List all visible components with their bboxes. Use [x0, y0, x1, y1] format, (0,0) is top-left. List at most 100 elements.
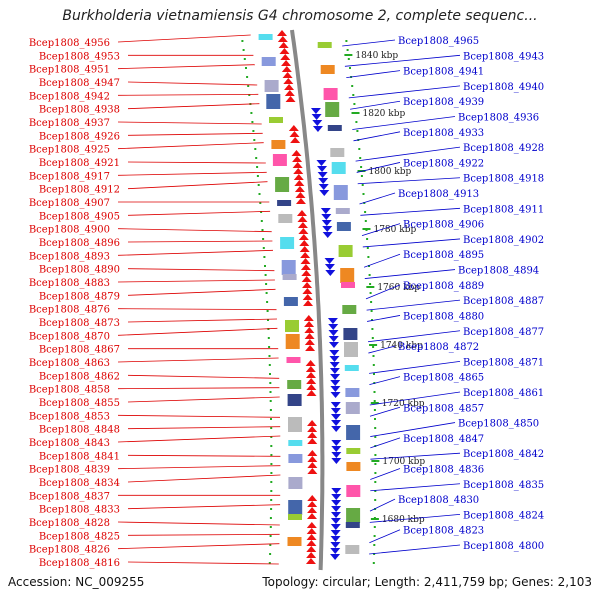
left-gene-label[interactable]: Bcep1808_4947 — [39, 78, 120, 89]
right-gene-label[interactable]: Bcep1808_4880 — [403, 311, 484, 322]
forward-gene-arrow[interactable] — [297, 222, 308, 228]
reverse-gene-arrow[interactable] — [330, 542, 341, 548]
reverse-feature-block[interactable] — [317, 42, 332, 48]
reverse-gene-arrow[interactable] — [331, 512, 342, 518]
reverse-gene-arrow[interactable] — [331, 420, 342, 426]
left-gene-label[interactable]: Bcep1808_4907 — [29, 198, 110, 209]
reverse-gene-arrow[interactable] — [330, 518, 341, 524]
left-gene-label[interactable]: Bcep1808_4951 — [29, 65, 110, 76]
reverse-feature-block[interactable] — [344, 342, 358, 357]
reverse-gene-arrow[interactable] — [331, 458, 342, 464]
left-gene-label[interactable]: Bcep1808_4870 — [29, 331, 110, 342]
forward-gene-arrow[interactable] — [307, 450, 318, 456]
forward-gene-arrow[interactable] — [306, 513, 317, 519]
left-gene-label[interactable]: Bcep1808_4828 — [29, 518, 110, 529]
right-gene-label[interactable]: Bcep1808_4913 — [398, 189, 479, 200]
left-gene-label[interactable]: Bcep1808_4862 — [39, 371, 120, 382]
left-gene-label[interactable]: Bcep1808_4855 — [39, 398, 120, 409]
reverse-gene-arrow[interactable] — [330, 402, 341, 408]
forward-gene-arrow[interactable] — [306, 552, 317, 558]
right-gene-label[interactable]: Bcep1808_4836 — [403, 464, 484, 475]
reverse-gene-arrow[interactable] — [331, 440, 342, 446]
forward-gene-arrow[interactable] — [284, 84, 295, 90]
forward-gene-arrow[interactable] — [293, 168, 304, 174]
forward-gene-arrow[interactable] — [289, 131, 300, 137]
reverse-gene-arrow[interactable] — [330, 530, 341, 536]
reverse-gene-arrow[interactable] — [330, 536, 341, 542]
forward-gene-arrow[interactable] — [306, 384, 317, 390]
reverse-feature-block[interactable] — [323, 88, 338, 100]
forward-gene-arrow[interactable] — [305, 558, 316, 564]
forward-feature-block[interactable] — [288, 477, 303, 489]
reverse-gene-arrow[interactable] — [330, 392, 341, 398]
left-gene-label[interactable]: Bcep1808_4853 — [29, 411, 110, 422]
right-gene-label[interactable]: Bcep1808_4861 — [463, 388, 544, 399]
right-gene-label[interactable]: Bcep1808_4941 — [403, 67, 484, 78]
forward-gene-arrow[interactable] — [304, 327, 315, 333]
reverse-gene-arrow[interactable] — [331, 506, 342, 512]
forward-gene-arrow[interactable] — [302, 294, 313, 300]
forward-gene-arrow[interactable] — [298, 228, 309, 234]
reverse-feature-block[interactable] — [325, 102, 340, 117]
right-gene-label[interactable]: Bcep1808_4895 — [403, 250, 484, 261]
forward-feature-block[interactable] — [288, 500, 303, 515]
forward-gene-arrow[interactable] — [295, 192, 306, 198]
forward-feature-block[interactable] — [275, 177, 290, 192]
reverse-feature-block[interactable] — [345, 388, 360, 397]
forward-gene-arrow[interactable] — [307, 432, 318, 438]
forward-feature-block[interactable] — [277, 200, 292, 206]
reverse-gene-arrow[interactable] — [329, 368, 340, 374]
left-gene-label[interactable]: Bcep1808_4816 — [39, 558, 120, 569]
reverse-gene-arrow[interactable] — [319, 190, 330, 196]
forward-gene-arrow[interactable] — [303, 300, 314, 306]
reverse-gene-arrow[interactable] — [331, 452, 342, 458]
left-gene-label[interactable]: Bcep1808_4900 — [29, 225, 110, 236]
forward-gene-arrow[interactable] — [304, 321, 315, 327]
reverse-gene-arrow[interactable] — [328, 324, 339, 330]
reverse-gene-arrow[interactable] — [329, 356, 340, 362]
forward-gene-arrow[interactable] — [307, 501, 318, 507]
forward-gene-arrow[interactable] — [300, 252, 311, 258]
reverse-feature-block[interactable] — [320, 65, 335, 74]
reverse-gene-arrow[interactable] — [321, 220, 332, 226]
forward-feature-block[interactable] — [288, 440, 303, 446]
forward-gene-arrow[interactable] — [290, 137, 301, 143]
forward-gene-arrow[interactable] — [306, 390, 317, 396]
reverse-feature-block[interactable] — [338, 245, 353, 257]
reverse-gene-arrow[interactable] — [324, 258, 335, 264]
forward-gene-arrow[interactable] — [301, 276, 312, 282]
forward-gene-arrow[interactable] — [307, 495, 318, 501]
left-gene-label[interactable]: Bcep1808_4937 — [29, 118, 110, 129]
forward-gene-arrow[interactable] — [292, 162, 303, 168]
forward-gene-arrow[interactable] — [307, 468, 318, 474]
forward-gene-arrow[interactable] — [307, 420, 318, 426]
forward-gene-arrow[interactable] — [306, 546, 317, 552]
right-gene-label[interactable]: Bcep1808_4943 — [463, 51, 544, 62]
reverse-feature-block[interactable] — [345, 545, 360, 554]
reverse-gene-arrow[interactable] — [330, 554, 341, 560]
left-gene-label[interactable]: Bcep1808_4825 — [39, 531, 120, 542]
right-gene-label[interactable]: Bcep1808_4877 — [463, 327, 544, 338]
left-gene-label[interactable]: Bcep1808_4921 — [39, 158, 120, 169]
right-gene-label[interactable]: Bcep1808_4940 — [463, 82, 544, 93]
forward-gene-arrow[interactable] — [307, 507, 318, 513]
reverse-gene-arrow[interactable] — [318, 184, 329, 190]
right-gene-label[interactable]: Bcep1808_4871 — [463, 357, 544, 368]
forward-feature-block[interactable] — [278, 214, 293, 223]
reverse-gene-arrow[interactable] — [311, 114, 322, 120]
forward-gene-arrow[interactable] — [299, 240, 310, 246]
right-gene-label[interactable]: Bcep1808_4830 — [398, 495, 479, 506]
forward-feature-block[interactable] — [280, 237, 295, 249]
forward-feature-block[interactable] — [285, 320, 299, 332]
reverse-gene-arrow[interactable] — [312, 120, 323, 126]
forward-gene-arrow[interactable] — [291, 150, 302, 156]
reverse-feature-block[interactable] — [341, 282, 355, 288]
forward-gene-arrow[interactable] — [281, 66, 292, 72]
forward-gene-arrow[interactable] — [298, 234, 309, 240]
left-gene-label[interactable]: Bcep1808_4942 — [29, 91, 110, 102]
forward-gene-arrow[interactable] — [292, 156, 303, 162]
right-gene-label[interactable]: Bcep1808_4800 — [463, 541, 544, 552]
forward-gene-arrow[interactable] — [305, 345, 316, 351]
forward-gene-arrow[interactable] — [299, 246, 310, 252]
reverse-feature-block[interactable] — [346, 425, 361, 440]
